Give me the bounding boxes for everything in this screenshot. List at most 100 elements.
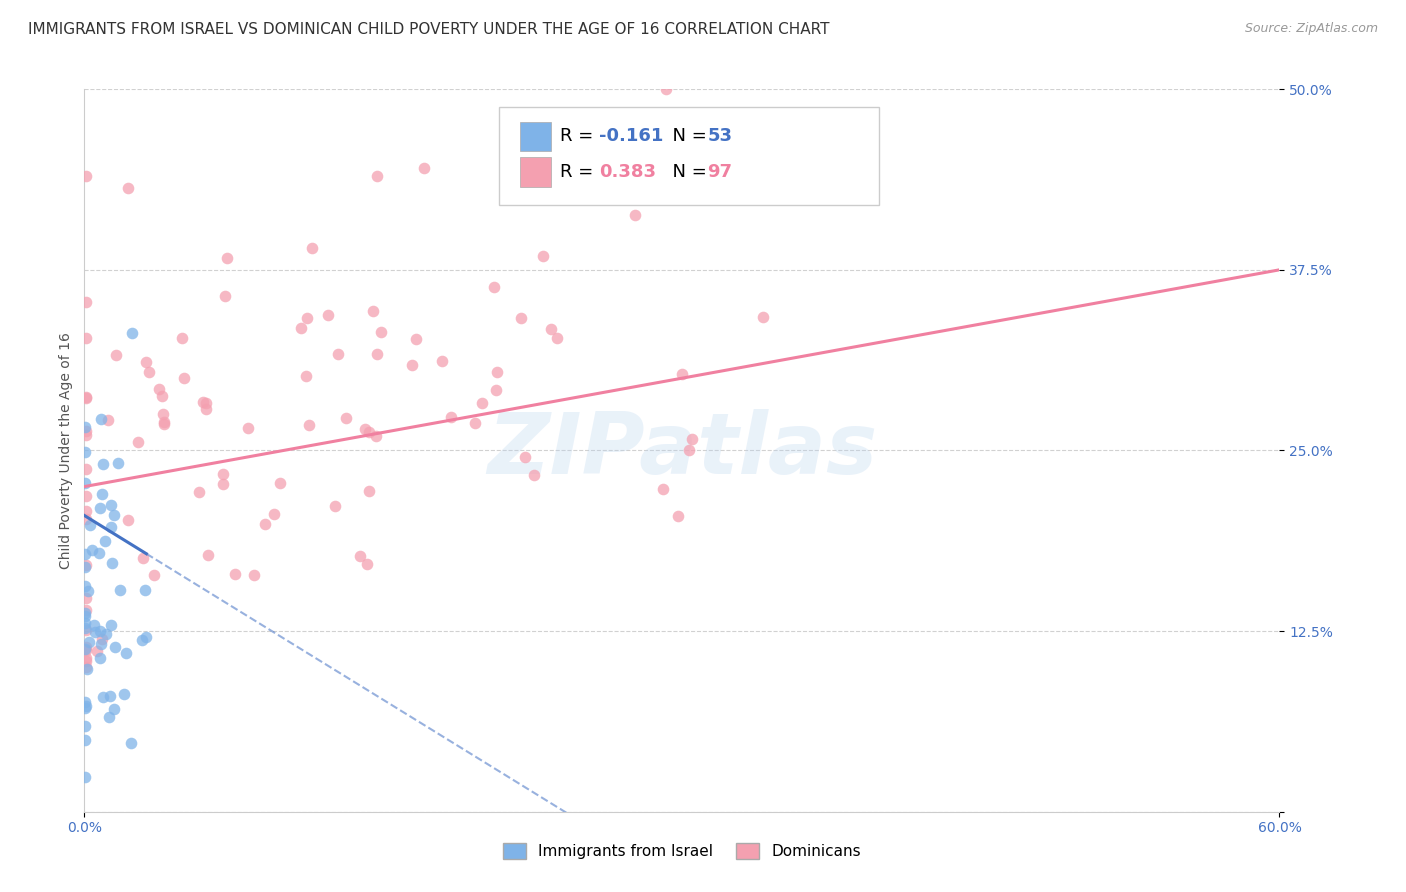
Point: [224, 566, 246, 581]
Point: [107, 457, 129, 471]
Point: [546, 331, 568, 345]
Point: [359, 483, 381, 498]
Point: [80, 542, 103, 557]
Point: [121, 326, 143, 340]
Point: [655, 82, 678, 96]
Point: [326, 347, 349, 361]
Point: [76, 663, 98, 677]
Point: [297, 310, 319, 325]
Point: [90, 632, 112, 646]
Point: [354, 422, 377, 436]
Point: [148, 382, 170, 396]
Point: [108, 582, 131, 597]
Point: [301, 240, 323, 254]
Point: [75, 424, 97, 438]
Point: [75, 547, 97, 561]
Point: [540, 321, 562, 335]
Point: [269, 475, 291, 490]
Point: [94, 627, 117, 641]
Point: [170, 331, 193, 345]
Point: [89, 651, 111, 665]
Point: [87, 546, 110, 560]
Point: [366, 347, 388, 361]
Point: [471, 395, 494, 409]
Point: [75, 294, 97, 309]
Point: [75, 331, 97, 345]
Point: [195, 396, 218, 410]
Point: [401, 359, 423, 373]
Point: [100, 556, 122, 570]
Point: [212, 467, 235, 482]
Point: [100, 498, 122, 512]
Point: [134, 582, 156, 597]
Point: [75, 475, 97, 490]
Point: [100, 618, 122, 632]
Text: IMMIGRANTS FROM ISRAEL VS DOMINICAN CHILD POVERTY UNDER THE AGE OF 16 CORRELATIO: IMMIGRANTS FROM ISRAEL VS DOMINICAN CHIL…: [28, 22, 830, 37]
Text: N =: N =: [661, 128, 713, 145]
Point: [75, 732, 97, 747]
Point: [413, 161, 436, 175]
Point: [114, 647, 136, 661]
Point: [623, 208, 645, 222]
Point: [187, 484, 209, 499]
Point: [440, 410, 463, 425]
Point: [75, 642, 97, 657]
Point: [75, 770, 97, 784]
Point: [98, 710, 121, 724]
Point: [90, 487, 112, 501]
Text: 53: 53: [707, 128, 733, 145]
Point: [89, 624, 111, 638]
Point: [253, 516, 276, 531]
Point: [75, 391, 97, 405]
Point: [430, 354, 453, 368]
Point: [112, 687, 135, 701]
Point: [103, 508, 125, 522]
Point: [117, 512, 139, 526]
Point: [193, 394, 215, 409]
Point: [75, 558, 97, 572]
Point: [75, 651, 97, 665]
Point: [75, 169, 97, 183]
Point: [323, 499, 346, 513]
Point: [75, 489, 97, 503]
Point: [290, 321, 312, 335]
Point: [120, 736, 142, 750]
Point: [75, 615, 97, 630]
Y-axis label: Child Poverty Under the Age of 16: Child Poverty Under the Age of 16: [59, 332, 73, 569]
Point: [75, 701, 97, 715]
Point: [135, 630, 157, 644]
Point: [75, 503, 97, 517]
Point: [75, 654, 97, 668]
Point: [150, 389, 173, 403]
Point: [236, 421, 259, 435]
Point: [100, 519, 122, 533]
Point: [131, 632, 153, 647]
Point: [76, 584, 98, 599]
Point: [103, 702, 125, 716]
Point: [357, 425, 380, 439]
Point: [652, 482, 675, 496]
Point: [242, 568, 264, 582]
Point: [135, 355, 157, 369]
Point: [104, 640, 127, 654]
Point: [98, 690, 121, 704]
Point: [194, 402, 217, 417]
Point: [370, 326, 392, 340]
Point: [152, 417, 174, 431]
Point: [86, 643, 108, 657]
Point: [405, 332, 427, 346]
Point: [105, 348, 128, 362]
Point: [75, 603, 97, 617]
Point: [364, 428, 387, 442]
Text: R =: R =: [560, 128, 599, 145]
Point: [214, 288, 236, 302]
Point: [75, 579, 97, 593]
Point: [75, 622, 97, 636]
Point: [215, 251, 238, 265]
Legend: Immigrants from Israel, Dominicans: Immigrants from Israel, Dominicans: [496, 838, 868, 865]
Point: [75, 512, 97, 526]
Point: [75, 609, 97, 624]
Point: [349, 549, 371, 564]
Point: [752, 310, 775, 325]
Point: [75, 719, 97, 733]
